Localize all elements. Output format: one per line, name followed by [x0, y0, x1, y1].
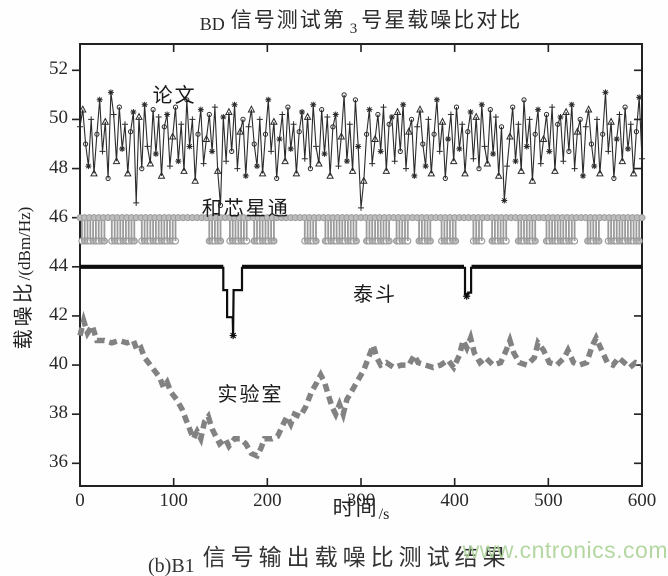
series-label-taidou: 泰斗 — [353, 284, 398, 307]
y-axis-ticks — [72, 69, 642, 465]
y-tick-label: 52 — [49, 58, 68, 80]
series-paper-marker — [600, 131, 606, 137]
series-label-paper: 论文 — [152, 85, 197, 108]
x-tick-label: 500 — [534, 490, 563, 511]
series-paper-marker — [116, 104, 122, 110]
series-paper-marker — [566, 148, 572, 154]
figure-caption-text: 信号输出载噪比测试结果 — [202, 545, 511, 570]
series-paper-marker — [172, 104, 179, 110]
watermark-text: www.cntronics.com — [462, 537, 668, 563]
series-paper-marker — [633, 129, 640, 135]
x-tick-label: 100 — [159, 490, 188, 511]
series-paper-marker — [251, 141, 257, 147]
y-tick-label: 50 — [49, 107, 68, 129]
series-paper-marker — [307, 166, 313, 172]
series-label-lab: 实验室 — [217, 383, 284, 406]
series-paper-marker — [195, 131, 201, 137]
series-taidou-dip — [222, 266, 244, 335]
y-tick-label: 48 — [49, 156, 68, 178]
series-paper-marker — [83, 141, 89, 147]
series-paper-marker — [386, 121, 392, 127]
chart-title-main: 信号测试第 — [230, 8, 346, 32]
series-paper-marker — [105, 175, 111, 181]
series-paper-marker — [364, 131, 370, 137]
series-paper-marker — [240, 116, 246, 123]
figure-caption: (b)B1 信号输出载噪比测试结果 — [148, 538, 511, 576]
y-tick-label: 38 — [49, 402, 68, 424]
series-paper-marker — [262, 131, 269, 137]
series-paper-markers — [77, 89, 645, 211]
series-paper-marker — [94, 131, 100, 137]
series-paper-marker — [431, 131, 437, 137]
series-paper-marker — [375, 111, 381, 118]
series-paper-marker — [498, 124, 505, 130]
chart-title: BD 信号测试第 3 号星载噪比对比 — [54, 4, 668, 37]
series-paper-marker — [184, 97, 190, 103]
series-paper-marker — [476, 166, 482, 172]
series-paper-marker — [285, 104, 291, 110]
series-paper-marker — [420, 141, 426, 147]
series-paper-marker — [442, 175, 448, 181]
series-paper-marker — [352, 97, 358, 103]
series-taidou-dip-marker — [229, 332, 237, 340]
series-unicore-marker — [638, 214, 646, 222]
series-paper-marker — [543, 111, 550, 118]
x-tick-label: 0 — [75, 490, 85, 511]
series-paper-marker — [465, 129, 471, 135]
x-axis-label-text: 时间 — [332, 496, 379, 520]
series-paper-marker — [274, 175, 280, 181]
series-paper-marker — [128, 129, 134, 135]
series-paper-marker — [341, 92, 347, 98]
x-tick-label: 300 — [346, 490, 376, 511]
series-paper-marker — [622, 104, 628, 110]
series-taidou-dip — [463, 266, 473, 296]
series-paper-marker — [229, 148, 235, 154]
series-paper-marker — [611, 175, 617, 181]
series-paper-marker — [217, 202, 224, 208]
series-paper-marker — [409, 116, 415, 123]
series-paper-marker — [319, 107, 325, 113]
y-tick-label: 40 — [49, 353, 68, 375]
x-axis-label: 时间/s — [261, 492, 461, 523]
x-tick-label: 600 — [627, 490, 657, 511]
series-taidou-dip-marker — [463, 292, 471, 300]
series-paper-marker — [453, 104, 460, 110]
series-paper-marker — [487, 107, 493, 113]
series-paper-marker — [555, 121, 561, 127]
series-paper-marker — [397, 148, 403, 154]
x-tick-label: 200 — [253, 490, 282, 511]
y-tick-label: 46 — [49, 205, 68, 227]
figure-caption-index: (b)B1 — [148, 555, 195, 576]
series-paper-marker — [161, 124, 167, 130]
y-tick-label: 42 — [49, 303, 68, 325]
x-axis-label-unit: /s — [378, 506, 390, 523]
series-paper-marker — [139, 166, 145, 172]
series-paper-line — [79, 92, 643, 208]
series-paper-marker — [206, 111, 212, 118]
y-tick-label: 44 — [49, 254, 68, 276]
chart-title-subscript: 3 — [349, 21, 358, 37]
series-paper-marker — [521, 97, 527, 103]
series-paper-marker — [296, 129, 302, 135]
y-tick-label: 36 — [49, 451, 68, 473]
chart-title-prefix: BD — [199, 14, 225, 34]
series-paper-marker — [577, 116, 583, 123]
series-paper-marker — [532, 131, 538, 137]
series-paper-marker — [588, 141, 595, 147]
series-paper-marker — [330, 124, 336, 130]
x-tick-label: 400 — [440, 490, 469, 511]
chart-title-suffix: 号星载噪比对比 — [361, 8, 523, 32]
series-paper-marker — [510, 104, 516, 110]
series-lab-line — [77, 310, 643, 460]
series-paper-marker — [150, 107, 156, 113]
series-paper-markers — [78, 105, 638, 184]
series-label-unicore: 和芯星通 — [201, 198, 290, 221]
x-axis-ticks — [79, 44, 643, 486]
series-unicore-stems — [81, 217, 641, 241]
